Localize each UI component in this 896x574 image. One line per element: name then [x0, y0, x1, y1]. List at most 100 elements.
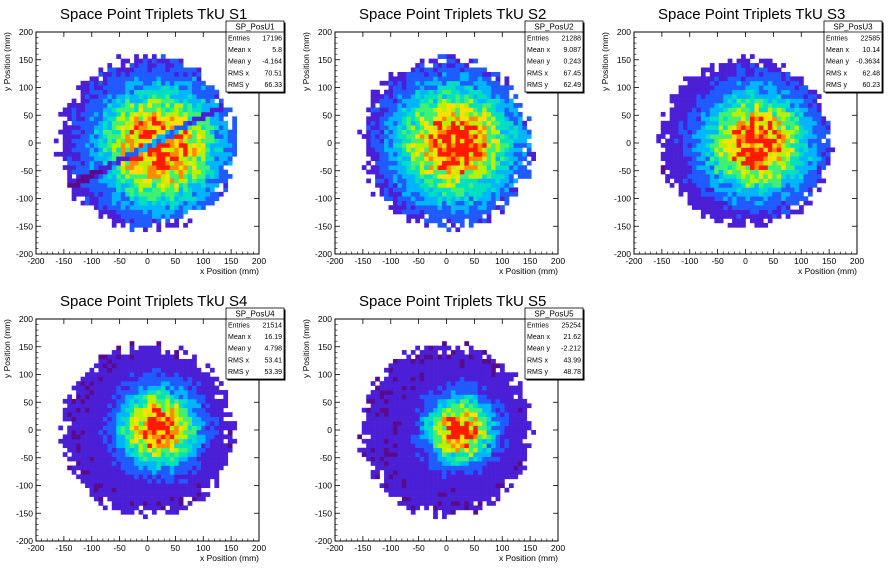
histogram-bin [116, 151, 122, 157]
histogram-bin [93, 125, 99, 130]
histogram-bin [76, 452, 81, 457]
histogram-bin [477, 134, 483, 139]
histogram-bin [696, 98, 702, 104]
histogram-bin [80, 134, 86, 139]
histogram-bin [749, 85, 755, 91]
histogram-bin [767, 111, 773, 117]
histogram-bin [477, 151, 483, 157]
histogram-bin [718, 80, 724, 86]
x-tick-label: 0 [743, 256, 748, 266]
histogram-bin [772, 71, 778, 77]
histogram-bin [116, 376, 122, 382]
histogram-bin [147, 407, 153, 413]
histogram-bin [714, 214, 720, 219]
x-tick-label: 200 [850, 256, 864, 266]
histogram-bin [178, 120, 184, 126]
histogram-bin [428, 98, 434, 104]
histogram-bin [450, 205, 456, 210]
histogram-bin [736, 98, 742, 104]
histogram-bin [397, 111, 403, 117]
histogram-bin [169, 160, 175, 166]
histogram-bin [205, 134, 211, 139]
histogram-bin [763, 187, 769, 193]
histogram-bin [196, 430, 202, 435]
histogram-bin [732, 160, 737, 166]
histogram-bin [169, 385, 175, 391]
histogram-bin [67, 169, 72, 175]
histogram-bin [80, 156, 86, 162]
histogram-bin [424, 196, 429, 202]
histogram-bin [495, 111, 501, 117]
histogram-bin [102, 403, 108, 409]
histogram-bin [437, 63, 443, 68]
histogram-bin [147, 452, 153, 457]
histogram-bin [794, 134, 800, 139]
histogram-bin [678, 151, 684, 157]
histogram-bin [214, 434, 220, 440]
histogram-bin [111, 111, 117, 117]
histogram-bin [151, 376, 157, 382]
histogram-bin [85, 89, 90, 95]
histogram-bin [192, 85, 197, 91]
histogram-bin [192, 443, 197, 449]
histogram-bin [111, 354, 117, 360]
histogram-bin [102, 120, 108, 126]
histogram-bin [415, 205, 421, 210]
histogram-bin [192, 205, 197, 210]
histogram-bin [125, 196, 130, 202]
histogram-bin [370, 120, 376, 126]
histogram-bin [799, 85, 804, 91]
histogram-bin [437, 103, 443, 108]
histogram-bin [683, 187, 688, 193]
histogram-bin [160, 94, 166, 99]
histogram-bin [491, 165, 496, 170]
histogram-bin [143, 54, 148, 59]
histogram-bin [156, 416, 162, 422]
histogram-bin [125, 209, 130, 215]
histogram-bin [134, 425, 139, 431]
histogram-bin [419, 116, 425, 122]
histogram-bin [691, 125, 697, 130]
histogram-bin [178, 214, 184, 219]
histogram-bin [433, 218, 438, 224]
histogram-bin [174, 425, 180, 431]
histogram-bin [147, 372, 153, 378]
histogram-bin [799, 178, 804, 184]
histogram-bin [790, 120, 795, 126]
histogram-bin [473, 85, 479, 91]
histogram-bin [147, 107, 153, 113]
histogram-bin [517, 116, 523, 122]
histogram-bin [169, 103, 175, 108]
histogram-bin [419, 120, 425, 126]
histogram-bin [714, 89, 720, 95]
histogram-bin [816, 151, 822, 157]
histogram-bin [223, 434, 229, 440]
histogram-bin [214, 421, 220, 426]
histogram-bin [500, 187, 505, 193]
histogram-bin [705, 138, 711, 144]
histogram-bin [772, 63, 778, 68]
histogram-bin [807, 116, 813, 122]
histogram-bin [397, 89, 403, 95]
histogram-bin [93, 147, 99, 153]
histogram-bin [687, 80, 693, 86]
histogram-bin [156, 452, 162, 457]
histogram-bin [406, 174, 412, 179]
histogram-bin [120, 416, 126, 422]
histogram-bin [468, 98, 474, 104]
histogram-bin [388, 147, 394, 153]
histogram-bin [178, 138, 184, 144]
histogram-bin [727, 160, 733, 166]
histogram-bin [183, 447, 188, 453]
histogram-bin [500, 165, 505, 170]
histogram-bin [165, 98, 171, 104]
histogram-bin [477, 98, 483, 104]
histogram-bin [803, 200, 809, 206]
histogram-bin [513, 143, 519, 148]
histogram-bin [709, 182, 715, 188]
histogram-bin [718, 200, 724, 206]
histogram-bin [732, 187, 737, 193]
histogram-bin [424, 200, 429, 206]
histogram-bin [218, 465, 224, 471]
histogram-bin [147, 151, 153, 157]
